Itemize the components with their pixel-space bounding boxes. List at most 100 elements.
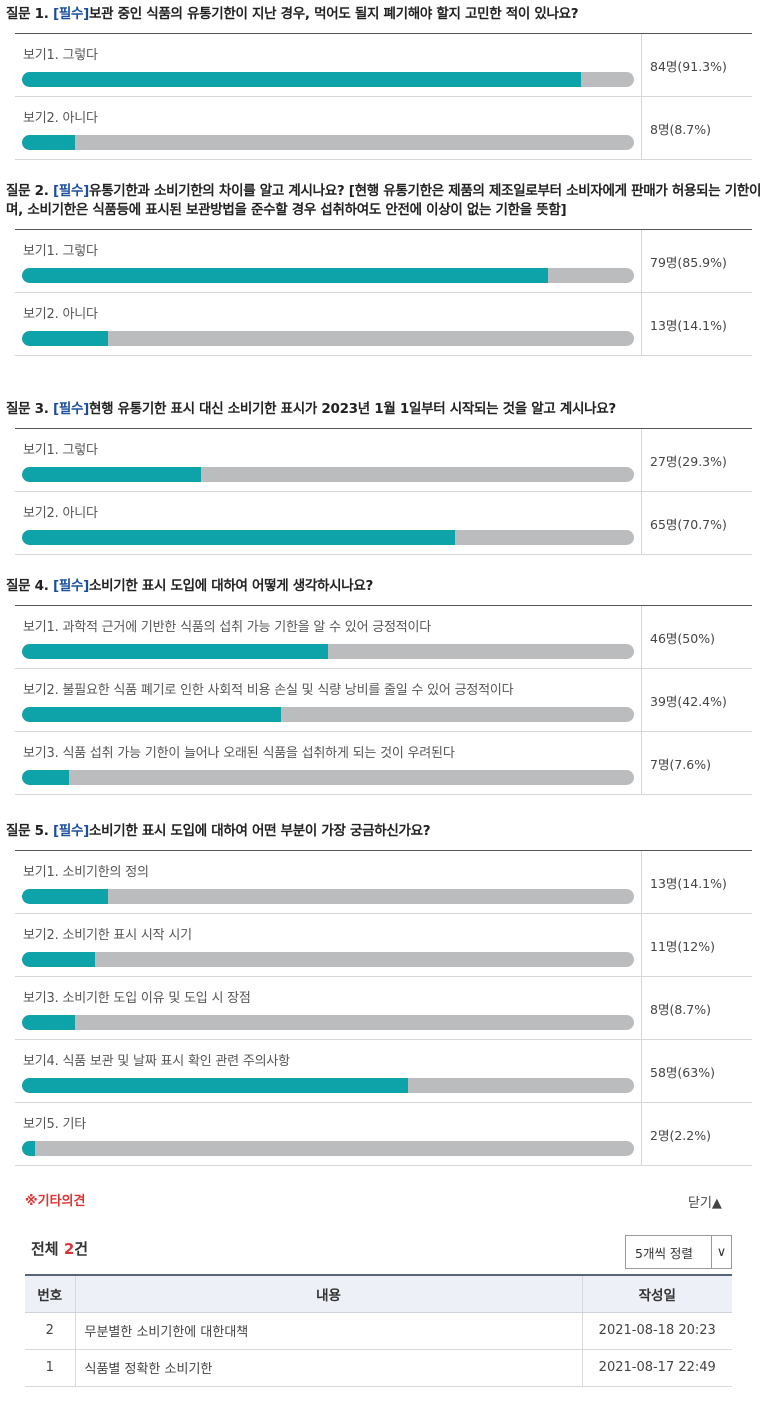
option-row: 보기3. 식품 섭취 가능 기한이 늘어나 오래된 식품을 섭취하게 되는 것이… [15,732,752,795]
progress-bar [22,72,634,87]
progress-bar-fill [22,1078,408,1093]
progress-bar [22,1015,634,1030]
question-text: 현행 유통기한 표시 대신 소비기한 표시가 2023년 1월 1일부터 시작되… [88,401,616,417]
option-count: 79명(85.9%) [641,230,752,292]
option-count: 39명(42.4%) [641,669,752,731]
column-header-content: 내용 [75,1274,583,1313]
option-main: 보기2. 소비기한 표시 시작 시기 [15,914,641,976]
option-count: 65명(70.7%) [641,492,752,554]
table-header-row: 번호 내용 작성일 [25,1274,732,1313]
option-main: 보기1. 그렇다 [15,230,641,292]
option-label: 보기1. 그렇다 [23,48,98,63]
option-count: 2명(2.2%) [641,1103,752,1165]
progress-bar [22,952,634,967]
option-row: 보기4. 식품 보관 및 날짜 표시 확인 관련 주의사항 58명(63%) [15,1040,752,1103]
option-count: 7명(7.6%) [641,732,752,794]
option-row: 보기3. 소비기한 도입 이유 및 도입 시 장점 8명(8.7%) [15,977,752,1040]
question-number: 질문 1. [6,6,49,22]
progress-bar [22,467,634,482]
row-content[interactable]: 무분별한 소비기한에 대한대책 [75,1312,583,1350]
progress-bar [22,770,634,785]
option-label: 보기1. 그렇다 [23,244,98,259]
option-main: 보기2. 아니다 [15,97,641,159]
comments-table: 번호 내용 작성일 2 무분별한 소비기한에 대한대책 2021-08-18 2… [25,1274,732,1387]
option-count: 58명(63%) [641,1040,752,1102]
progress-bar-fill [22,707,282,722]
option-main: 보기5. 기타 [15,1103,641,1165]
total-count: 전체 2건 [31,1238,88,1259]
table-row: 1 식품별 정확한 소비기한 2021-08-17 22:49 [25,1349,732,1387]
progress-bar-fill [22,331,109,346]
question-title: 질문 1. [필수]보관 중인 식품의 유통기한이 지난 경우, 먹어도 될지 … [0,5,773,24]
question-number: 질문 4. [6,578,49,594]
option-main: 보기2. 아니다 [15,492,641,554]
progress-bar-fill [22,1015,76,1030]
question-block: 질문 3. [필수]현행 유통기한 표시 대신 소비기한 표시가 2023년 1… [0,400,773,555]
option-label: 보기5. 기타 [23,1117,86,1132]
progress-bar-fill [22,72,581,87]
option-label: 보기3. 소비기한 도입 이유 및 도입 시 장점 [23,991,251,1006]
options-table: 보기1. 그렇다 79명(85.9%) 보기2. 아니다 13명(14.1%) [15,229,752,356]
question-number: 질문 5. [6,823,49,839]
question-title: 질문 3. [필수]현행 유통기한 표시 대신 소비기한 표시가 2023년 1… [0,400,773,419]
row-no: 2 [25,1312,76,1350]
option-count: 46명(50%) [641,606,752,668]
row-date: 2021-08-18 20:23 [582,1312,732,1350]
option-label: 보기2. 아니다 [23,307,98,322]
option-count: 84명(91.3%) [641,34,752,96]
row-content[interactable]: 식품별 정확한 소비기한 [75,1349,583,1387]
question-text: 보관 중인 식품의 유통기한이 지난 경우, 먹어도 될지 폐기해야 할지 고민… [88,6,579,22]
required-tag: [필수] [52,823,89,839]
progress-bar-fill [22,530,455,545]
option-main: 보기2. 아니다 [15,293,641,355]
progress-bar-fill [22,644,328,659]
option-count: 27명(29.3%) [641,429,752,491]
option-row: 보기1. 소비기한의 정의 13명(14.1%) [15,851,752,914]
question-block: 질문 1. [필수]보관 중인 식품의 유통기한이 지난 경우, 먹어도 될지 … [0,5,773,160]
progress-bar-fill [22,952,96,967]
option-label: 보기2. 아니다 [23,111,98,126]
option-count: 13명(14.1%) [641,851,752,913]
option-main: 보기3. 소비기한 도입 이유 및 도입 시 장점 [15,977,641,1039]
progress-bar-fill [22,1141,36,1156]
option-main: 보기3. 식품 섭취 가능 기한이 늘어나 오래된 식품을 섭취하게 되는 것이… [15,732,641,794]
option-label: 보기1. 그렇다 [23,443,98,458]
progress-bar [22,1078,634,1093]
question-text: 유통기한과 소비기한의 차이를 알고 계시나요? [현행 유통기한은 제품의 제… [6,183,762,218]
options-table: 보기1. 그렇다 27명(29.3%) 보기2. 아니다 65명(70.7%) [15,428,752,555]
question-text: 소비기한 표시 도입에 대하여 어떻게 생각하시나요? [88,578,374,594]
option-label: 보기2. 소비기한 표시 시작 시기 [23,928,192,943]
option-main: 보기2. 불필요한 식품 폐기로 인한 사회적 비용 손실 및 식량 낭비를 줄… [15,669,641,731]
option-label: 보기4. 식품 보관 및 날짜 표시 확인 관련 주의사항 [23,1054,290,1069]
close-button[interactable]: 닫기▲ [688,1196,722,1211]
table-row: 2 무분별한 소비기한에 대한대책 2021-08-18 20:23 [25,1312,732,1350]
option-label: 보기1. 과학적 근거에 기반한 식품의 섭취 가능 기한을 알 수 있어 긍정… [23,620,432,635]
option-row: 보기2. 아니다 65명(70.7%) [15,492,752,555]
progress-bar-fill [22,770,69,785]
required-tag: [필수] [52,578,89,594]
progress-bar [22,135,634,150]
option-label: 보기2. 아니다 [23,506,98,521]
question-block: 질문 4. [필수]소비기한 표시 도입에 대하여 어떻게 생각하시나요? 보기1… [0,577,773,795]
options-table: 보기1. 소비기한의 정의 13명(14.1%) 보기2. 소비기한 표시 시작 시… [15,850,752,1166]
option-count: 8명(8.7%) [641,977,752,1039]
options-table: 보기1. 그렇다 84명(91.3%) 보기2. 아니다 8명(8.7%) [15,33,752,160]
question-block: 질문 5. [필수]소비기한 표시 도입에 대하여 어떤 부분이 가장 궁금하신… [0,822,773,1166]
option-row: 보기1. 그렇다 79명(85.9%) [15,230,752,293]
progress-bar [22,889,634,904]
other-opinions-title: ※기타의견 [25,1194,86,1209]
option-count: 11명(12%) [641,914,752,976]
progress-bar-fill [22,467,202,482]
total-number: 2 [63,1240,75,1258]
row-date: 2021-08-17 22:49 [582,1349,732,1387]
question-title: 질문 5. [필수]소비기한 표시 도입에 대하여 어떤 부분이 가장 궁금하신… [0,822,773,841]
required-tag: [필수] [52,401,89,417]
question-block: 질문 2. [필수]유통기한과 소비기한의 차이를 알고 계시나요? [현행 유… [0,182,773,356]
option-row: 보기2. 아니다 8명(8.7%) [15,97,752,160]
option-row: 보기1. 그렇다 27명(29.3%) [15,429,752,492]
total-suffix: 건 [74,1240,89,1258]
sort-select[interactable]: 5개씩 정렬 ∨ [625,1235,732,1269]
chevron-down-icon[interactable]: ∨ [711,1236,731,1268]
option-main: 보기4. 식품 보관 및 날짜 표시 확인 관련 주의사항 [15,1040,641,1102]
question-text: 소비기한 표시 도입에 대하여 어떤 부분이 가장 궁금하신가요? [88,823,431,839]
